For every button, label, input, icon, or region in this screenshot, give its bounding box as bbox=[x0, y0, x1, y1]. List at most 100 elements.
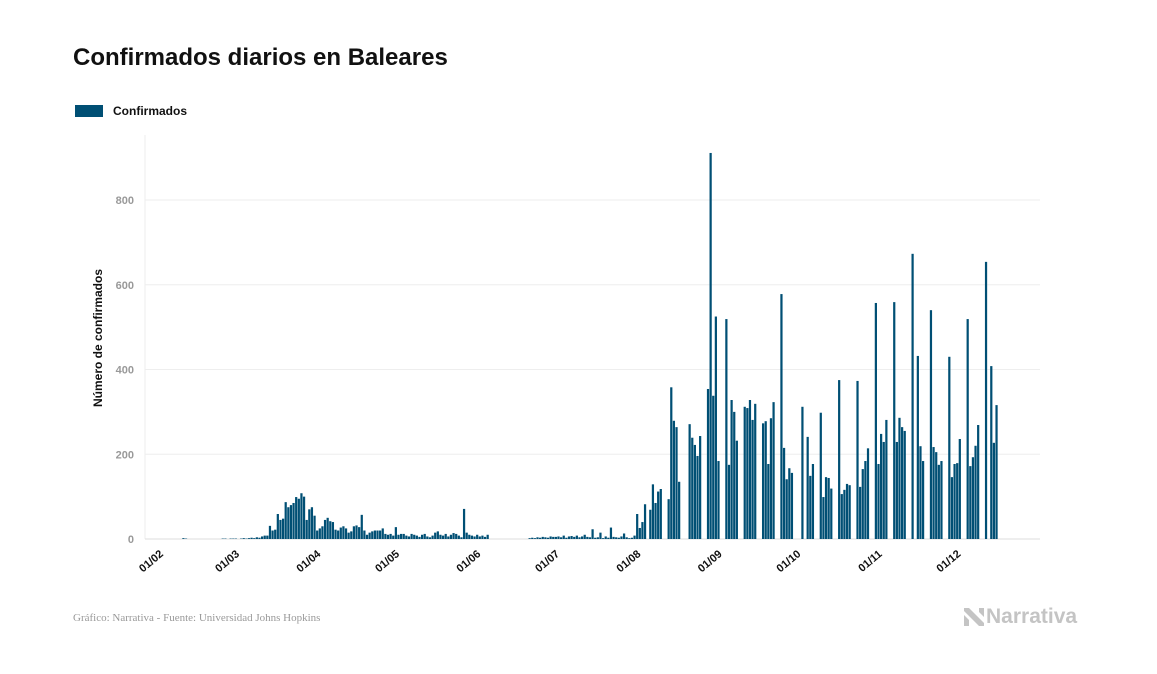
bar-2020-05-18 bbox=[439, 534, 442, 539]
bar-2020-05-17 bbox=[436, 531, 439, 539]
bar-2020-08-02 bbox=[638, 527, 641, 539]
bar-2020-05-01 bbox=[394, 527, 397, 539]
bar-2020-05-09 bbox=[415, 535, 418, 539]
bar-2020-05-28 bbox=[465, 532, 468, 539]
y-axis-label: Número de confirmados bbox=[91, 269, 105, 407]
bar-2020-05-03 bbox=[400, 533, 403, 539]
bar-2020-11-24 bbox=[937, 464, 940, 539]
bar-2020-06-24 bbox=[536, 537, 539, 539]
bar-2020-04-17 bbox=[358, 527, 361, 539]
bar-2020-08-29 bbox=[709, 152, 712, 539]
bar-2020-04-23 bbox=[373, 530, 376, 539]
bar-2020-08-30 bbox=[712, 395, 715, 539]
bar-2020-12-07 bbox=[971, 457, 975, 539]
x-tick-label: 01/08 bbox=[615, 548, 644, 575]
bar-2020-03-20 bbox=[284, 502, 287, 539]
bar-2020-12-12 bbox=[984, 261, 988, 539]
bar-2020-09-18 bbox=[761, 423, 765, 539]
bar-2020-08-15 bbox=[672, 420, 676, 539]
bar-2020-03-13 bbox=[266, 535, 269, 539]
bar-2020-03-29 bbox=[308, 509, 311, 539]
bar-2020-04-05 bbox=[326, 517, 329, 539]
bar-2020-09-15 bbox=[754, 403, 757, 539]
bar-2020-04-02 bbox=[318, 528, 321, 539]
x-tick-label: 01/11 bbox=[856, 548, 884, 574]
bar-2020-09-11 bbox=[743, 406, 746, 539]
bar-2020-08-08 bbox=[654, 502, 657, 539]
bar-2020-08-21 bbox=[688, 424, 691, 539]
bar-2020-06-21 bbox=[528, 538, 531, 539]
bar-2020-03-16 bbox=[274, 529, 277, 539]
bar-2020-12-05 bbox=[966, 319, 969, 539]
bar-2020-03-17 bbox=[276, 514, 279, 539]
bar-2020-08-31 bbox=[714, 316, 717, 539]
bar-2020-07-10 bbox=[578, 537, 581, 539]
bar-2020-12-16 bbox=[995, 405, 998, 540]
bar-2020-07-14 bbox=[588, 537, 592, 539]
bar-2020-10-05 bbox=[806, 436, 809, 539]
bar-2020-04-22 bbox=[371, 531, 374, 539]
bar-2020-07-11 bbox=[580, 536, 584, 539]
bar-2020-08-04 bbox=[643, 504, 647, 539]
bar-2020-10-26 bbox=[861, 469, 864, 539]
bar-2020-06-02 bbox=[478, 536, 481, 539]
bar-2020-05-07 bbox=[410, 533, 413, 539]
bar-2020-05-12 bbox=[423, 533, 426, 539]
bar-2020-07-24 bbox=[615, 537, 618, 539]
bar-2020-05-10 bbox=[418, 536, 421, 539]
bar-2020-04-18 bbox=[360, 514, 363, 539]
y-tick-label: 800 bbox=[116, 195, 134, 207]
bar-2020-04-20 bbox=[365, 534, 369, 539]
bar-2020-05-24 bbox=[455, 533, 458, 539]
bar-2020-08-14 bbox=[670, 387, 673, 539]
bar-2020-10-28 bbox=[866, 448, 870, 539]
bar-2020-10-11 bbox=[822, 497, 825, 539]
bar-2020-08-28 bbox=[706, 388, 710, 539]
bar-2020-07-21 bbox=[607, 537, 610, 539]
bar-2020-09-20 bbox=[767, 464, 770, 539]
bar-2020-09-14 bbox=[751, 419, 754, 539]
bar-2020-10-21 bbox=[848, 485, 851, 539]
bar-2020-09-28 bbox=[788, 468, 791, 539]
bar-2020-04-11 bbox=[342, 526, 345, 539]
bar-2020-06-01 bbox=[476, 534, 479, 539]
bar-2020-11-30 bbox=[953, 464, 956, 539]
bar-2020-10-17 bbox=[838, 380, 841, 539]
bar-2020-04-15 bbox=[352, 526, 356, 539]
bar-2020-05-08 bbox=[413, 534, 416, 539]
bar-2020-09-27 bbox=[785, 479, 788, 539]
bar-2020-04-14 bbox=[350, 531, 353, 539]
bar-2020-06-30 bbox=[552, 536, 555, 539]
bar-2020-09-26 bbox=[782, 447, 786, 539]
bar-2020-05-04 bbox=[402, 533, 405, 539]
bar-2020-03-25 bbox=[297, 498, 300, 539]
bar-2020-03-07 bbox=[250, 537, 253, 539]
bar-2020-03-12 bbox=[263, 535, 266, 539]
bar-2020-09-25 bbox=[780, 294, 783, 539]
bar-2020-07-16 bbox=[594, 537, 597, 539]
bar-2020-06-05 bbox=[486, 534, 489, 539]
bar-2020-03-23 bbox=[292, 502, 295, 539]
bar-2020-08-24 bbox=[696, 455, 699, 539]
bar-2020-08-22 bbox=[691, 437, 694, 539]
bar-2020-09-13 bbox=[748, 400, 752, 539]
bar-2020-10-06 bbox=[809, 475, 812, 539]
bar-2020-09-19 bbox=[764, 421, 767, 539]
bar-2020-09-29 bbox=[790, 472, 794, 539]
logo-text: Narrativa bbox=[986, 605, 1078, 628]
bar-2020-09-08 bbox=[735, 440, 738, 539]
bar-2020-07-05 bbox=[565, 537, 568, 539]
bar-2020-03-26 bbox=[300, 493, 303, 540]
bar-2020-09-22 bbox=[772, 402, 775, 539]
bar-2020-10-07 bbox=[811, 464, 815, 539]
bar-2020-03-28 bbox=[305, 519, 308, 539]
bar-2020-10-12 bbox=[824, 477, 828, 539]
bar-2020-08-06 bbox=[649, 509, 652, 539]
chart-title: Confirmados diarios en Baleares bbox=[73, 44, 448, 71]
bar-2020-04-26 bbox=[381, 528, 384, 539]
bar-2020-11-16 bbox=[916, 355, 919, 539]
bar-2020-12-15 bbox=[992, 442, 996, 539]
bar-2020-11-11 bbox=[903, 430, 906, 539]
bar-2020-05-22 bbox=[449, 534, 453, 539]
bar-2020-09-12 bbox=[746, 408, 749, 539]
